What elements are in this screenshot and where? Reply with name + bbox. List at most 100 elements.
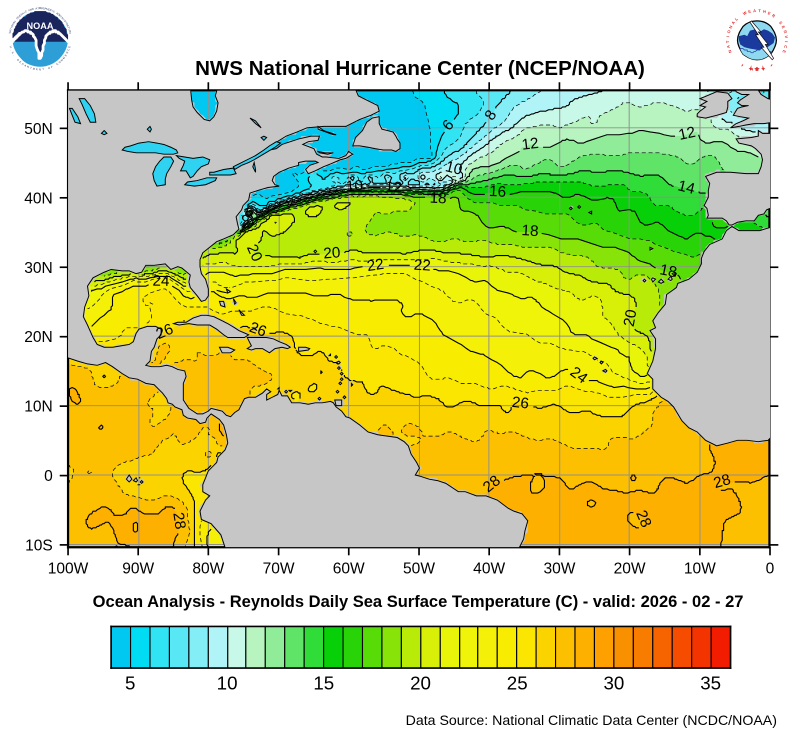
svg-text:A: A — [55, 11, 59, 15]
svg-text:12: 12 — [677, 124, 697, 144]
svg-text:A: A — [19, 12, 23, 16]
svg-text:T: T — [37, 6, 39, 10]
svg-text:A: A — [753, 8, 756, 13]
svg-text:N: N — [30, 7, 33, 11]
svg-text:22: 22 — [413, 257, 431, 275]
svg-text:N: N — [61, 16, 65, 20]
svg-text:20: 20 — [243, 242, 265, 264]
svg-text:H: H — [46, 7, 49, 11]
svg-text:18: 18 — [521, 222, 539, 240]
svg-text:40N: 40N — [24, 191, 53, 208]
svg-text:20N: 20N — [24, 329, 53, 346]
svg-text:20: 20 — [410, 672, 431, 693]
svg-text:O: O — [41, 6, 43, 10]
svg-text:I: I — [9, 26, 13, 28]
svg-text:20: 20 — [621, 308, 641, 328]
svg-text:R: R — [783, 30, 789, 34]
svg-text:10: 10 — [443, 158, 464, 179]
svg-text:R: R — [771, 13, 776, 19]
svg-text:12: 12 — [385, 179, 403, 197]
svg-text:N: N — [39, 67, 41, 71]
svg-text:M: M — [58, 13, 62, 17]
svg-text:S: S — [778, 20, 784, 25]
svg-text:100W: 100W — [48, 561, 89, 578]
svg-text:E: E — [781, 25, 787, 30]
svg-text:30N: 30N — [24, 260, 53, 277]
svg-text:E: E — [767, 10, 772, 16]
svg-text:50W: 50W — [403, 561, 435, 578]
svg-text:30: 30 — [603, 672, 624, 693]
svg-text:R: R — [26, 65, 29, 69]
svg-text:18: 18 — [429, 190, 447, 208]
svg-text:S: S — [63, 19, 67, 23]
svg-text:A: A — [24, 63, 28, 67]
svg-text:O: O — [68, 29, 72, 32]
svg-text:28: 28 — [712, 471, 733, 492]
svg-text:T: T — [64, 21, 68, 25]
svg-text:28: 28 — [480, 472, 504, 496]
svg-text:T: T — [725, 40, 730, 43]
svg-text:F: F — [50, 65, 53, 69]
svg-text:T: T — [30, 66, 33, 70]
svg-text:.: . — [12, 54, 15, 56]
svg-text:H: H — [763, 9, 767, 15]
svg-text:A: A — [28, 8, 31, 12]
svg-text:O: O — [47, 66, 50, 70]
svg-text:I: I — [23, 10, 26, 14]
svg-text:D: D — [16, 58, 20, 62]
svg-text:N: N — [8, 31, 12, 34]
svg-text:NWS National Hurricane Center: NWS National Hurricane Center (NCEP/NOAA… — [195, 57, 645, 80]
svg-text:10N: 10N — [24, 399, 53, 416]
svg-text:A: A — [12, 20, 16, 24]
svg-text:26: 26 — [247, 319, 269, 341]
svg-text:0: 0 — [44, 468, 53, 485]
svg-text:O: O — [58, 60, 62, 64]
svg-text:90W: 90W — [122, 561, 154, 578]
svg-text:E: E — [48, 7, 51, 11]
svg-text:M: M — [60, 58, 64, 62]
svg-text:M: M — [32, 67, 35, 71]
svg-text:E: E — [781, 49, 787, 54]
svg-text:E: E — [36, 67, 38, 71]
svg-text:28: 28 — [169, 511, 188, 530]
svg-text:M: M — [62, 56, 66, 60]
svg-text:N: N — [728, 25, 734, 30]
svg-text:E: E — [63, 53, 67, 57]
svg-text:26: 26 — [154, 321, 176, 343]
svg-text:10W: 10W — [684, 561, 716, 578]
svg-text:A: A — [725, 45, 731, 49]
svg-text:E: E — [18, 60, 22, 64]
svg-text:40W: 40W — [473, 561, 505, 578]
svg-text:I: I — [60, 15, 64, 19]
svg-text:C: C — [52, 9, 56, 13]
svg-text:60W: 60W — [333, 561, 365, 578]
svg-text:A: A — [730, 20, 736, 25]
svg-text:10: 10 — [345, 177, 363, 195]
svg-text:14: 14 — [676, 177, 697, 198]
svg-text:N: N — [727, 49, 733, 54]
svg-text:12: 12 — [521, 135, 540, 154]
svg-text:10S: 10S — [25, 538, 53, 555]
svg-text:I: I — [67, 28, 71, 30]
svg-text:N: N — [11, 22, 15, 26]
svg-text:NOAA: NOAA — [27, 21, 54, 31]
svg-text:0: 0 — [766, 561, 775, 578]
svg-text:15: 15 — [313, 672, 334, 693]
svg-text:5: 5 — [125, 672, 135, 693]
svg-text:A: A — [66, 24, 70, 28]
svg-text:C: C — [55, 62, 59, 66]
svg-text:V: V — [784, 35, 789, 39]
svg-text:U: U — [9, 45, 13, 48]
svg-text:E: E — [67, 45, 71, 48]
svg-text:O: O — [15, 16, 19, 20]
svg-text:20W: 20W — [614, 561, 646, 578]
svg-text:A: A — [35, 6, 37, 10]
svg-text:T: T — [9, 27, 13, 30]
svg-text:35: 35 — [700, 672, 721, 693]
svg-text:C: C — [783, 45, 789, 49]
svg-text:28: 28 — [632, 508, 654, 530]
svg-text:Data Source: National Climatic: Data Source: National Climatic Data Cent… — [406, 713, 777, 729]
svg-text:L: L — [13, 19, 17, 23]
svg-text:L: L — [734, 16, 740, 22]
svg-text:I: I — [784, 41, 789, 42]
